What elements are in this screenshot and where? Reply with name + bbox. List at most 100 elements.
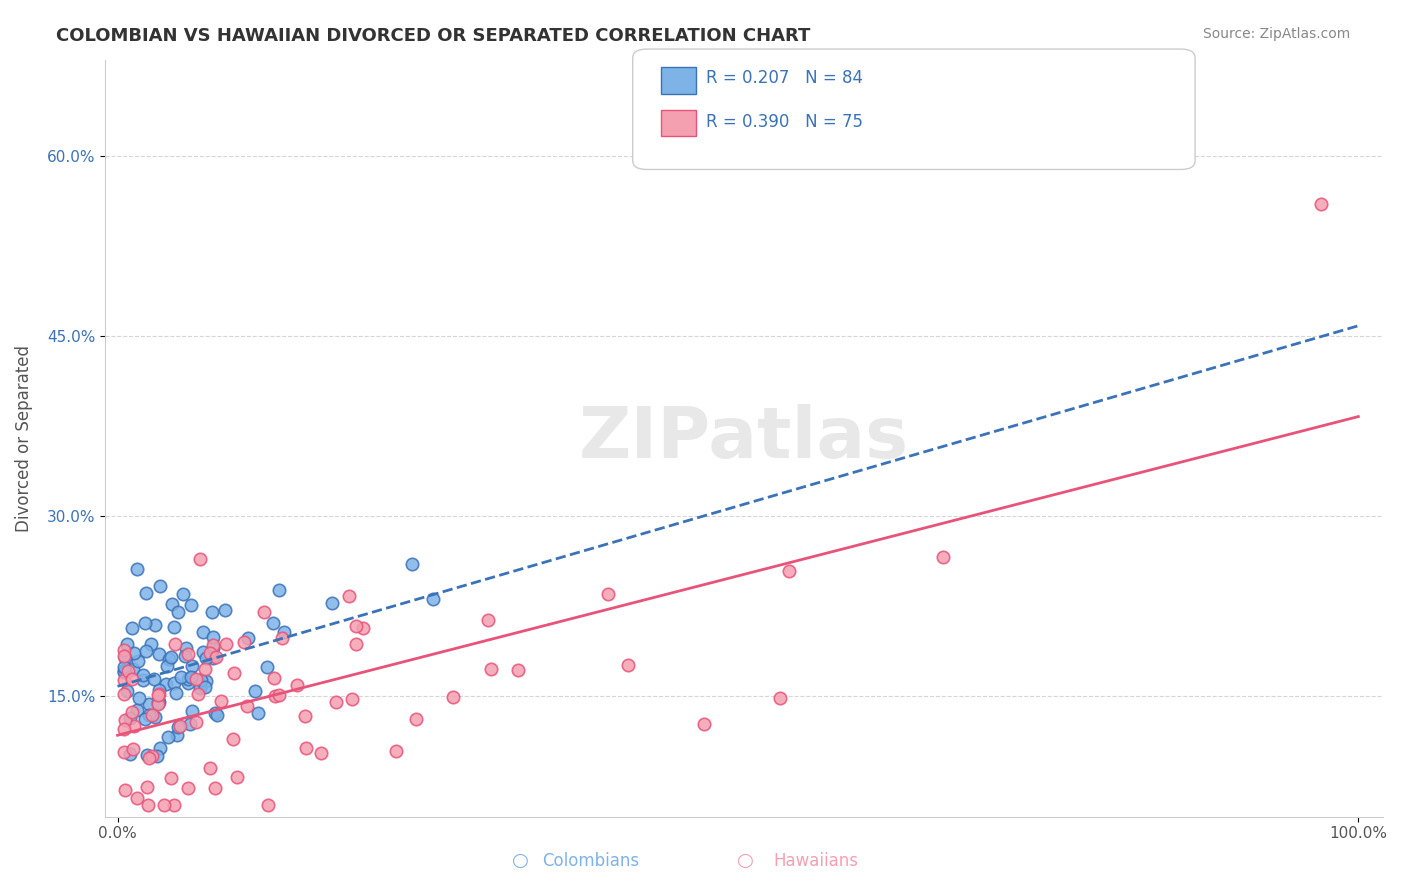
Point: [190, 673, 212, 687]
Point: [233, 634, 256, 648]
Point: [479, 661, 502, 675]
Point: [598, 587, 620, 601]
Point: [128, 690, 150, 705]
Point: [405, 712, 427, 726]
Point: [127, 655, 149, 669]
Point: [166, 606, 188, 620]
Point: [152, 797, 174, 812]
Point: [176, 647, 198, 661]
Point: [165, 637, 187, 651]
Point: [194, 662, 217, 676]
Point: [134, 615, 156, 630]
Point: [114, 713, 136, 727]
Point: [115, 683, 138, 698]
Point: [112, 673, 135, 687]
Point: [188, 552, 211, 566]
Point: [134, 713, 156, 727]
Point: [186, 715, 208, 730]
Point: [179, 716, 201, 731]
Point: [121, 621, 143, 635]
Point: [202, 640, 225, 655]
Point: [121, 742, 143, 756]
Point: [146, 696, 169, 710]
Point: [155, 677, 177, 691]
Point: [267, 582, 290, 597]
Point: [257, 797, 280, 812]
Point: [295, 741, 318, 756]
Point: [204, 706, 226, 721]
Point: [132, 668, 155, 682]
Point: [273, 624, 295, 639]
Point: [125, 791, 148, 805]
Point: [125, 561, 148, 575]
Point: [165, 685, 187, 699]
Point: [188, 681, 211, 696]
Point: [176, 641, 198, 656]
Point: [267, 688, 290, 702]
Point: [401, 558, 423, 572]
Point: [325, 695, 347, 709]
Text: Source: ZipAtlas.com: Source: ZipAtlas.com: [1202, 27, 1350, 41]
Point: [143, 710, 166, 724]
Point: [146, 748, 169, 763]
Point: [422, 591, 444, 606]
Point: [180, 658, 202, 673]
Point: [340, 692, 363, 706]
Point: [135, 748, 157, 763]
Point: [157, 730, 180, 744]
Point: [202, 650, 225, 665]
Point: [177, 781, 200, 796]
Point: [769, 691, 792, 706]
Point: [222, 666, 245, 681]
Point: [146, 697, 169, 711]
Point: [114, 663, 136, 677]
Point: [162, 797, 184, 812]
Point: [384, 744, 406, 758]
Point: [932, 550, 955, 565]
Point: [120, 747, 142, 761]
Point: [209, 694, 232, 708]
Point: [247, 706, 270, 720]
Point: [112, 687, 135, 701]
Point: [169, 719, 191, 733]
Point: [135, 644, 157, 658]
Point: [118, 711, 141, 725]
Point: [122, 719, 145, 733]
Point: [256, 659, 278, 673]
Point: [477, 613, 499, 627]
Point: [201, 605, 224, 619]
Point: [163, 676, 186, 690]
Point: [352, 621, 374, 635]
Point: [193, 624, 215, 639]
Point: [163, 620, 186, 634]
Point: [253, 605, 276, 619]
Point: [141, 707, 163, 722]
Point: [112, 664, 135, 678]
Point: [136, 797, 159, 812]
Point: [344, 619, 367, 633]
Point: [160, 771, 183, 785]
Point: [136, 780, 159, 795]
Point: [779, 564, 801, 578]
Point: [693, 716, 716, 731]
Point: [131, 673, 153, 687]
Point: [112, 723, 135, 737]
Point: [187, 687, 209, 701]
Point: [177, 672, 200, 686]
Point: [226, 770, 249, 784]
Point: [195, 650, 218, 665]
Point: [201, 630, 224, 644]
Point: [180, 598, 202, 612]
Point: [117, 664, 139, 678]
Point: [138, 751, 160, 765]
Point: [215, 637, 238, 651]
Point: [141, 748, 163, 763]
Point: [125, 703, 148, 717]
Point: [148, 682, 170, 697]
Point: [135, 586, 157, 600]
Point: [270, 631, 292, 645]
Point: [149, 741, 172, 756]
Point: [173, 649, 195, 664]
Point: [138, 707, 160, 722]
Point: [143, 672, 166, 686]
